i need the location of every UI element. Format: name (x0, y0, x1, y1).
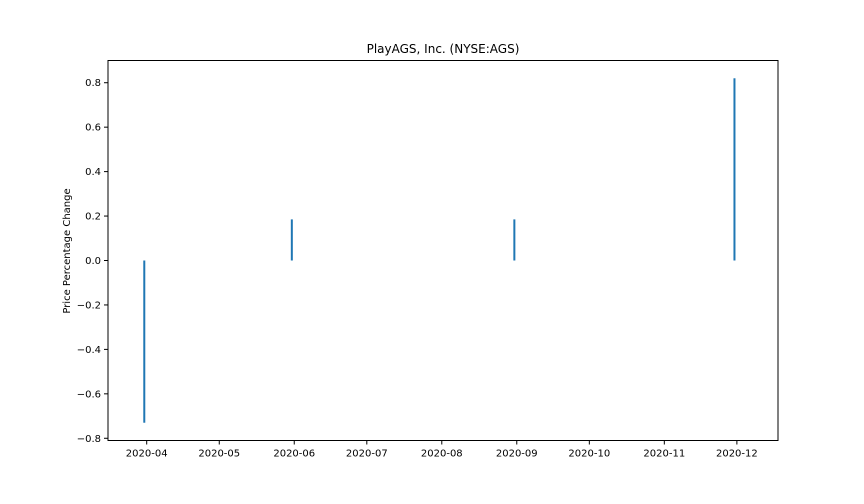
x-tick-label: 2020-10 (568, 449, 610, 460)
x-axis-ticks: 2020-04 2020-05 2020-06 2020-07 2020-08 2020-… (126, 440, 758, 460)
chart-title: PlayAGS, Inc. (NYSE:AGS) (367, 42, 520, 56)
y-tick-label: −0.2 (77, 300, 101, 311)
y-axis-label: Price Percentage Change (62, 188, 73, 313)
y-tick-label: 0.4 (85, 167, 101, 178)
bar-2020-11-30 (733, 78, 736, 261)
y-tick-label: 0.2 (85, 212, 101, 223)
x-tick-label: 2020-11 (643, 449, 685, 460)
x-tick-label: 2020-09 (496, 449, 538, 460)
y-axis-ticks: −0.8 −0.6 −0.4 −0.2 0.0 0.2 0.4 0.6 0.8 (77, 78, 108, 445)
y-tick-label: −0.8 (77, 434, 101, 445)
bar-2020-05-31 (290, 219, 293, 261)
x-tick-label: 2020-12 (716, 449, 758, 460)
bar-2020-08-31 (513, 219, 516, 261)
x-tick-label: 2020-05 (198, 449, 240, 460)
y-tick-label: −0.6 (77, 389, 101, 400)
y-tick-label: 0.6 (85, 123, 101, 134)
x-tick-label: 2020-04 (126, 449, 168, 460)
bar-series (143, 78, 736, 423)
y-tick-label: 0.8 (85, 78, 101, 89)
y-tick-label: 0.0 (85, 256, 101, 267)
x-tick-label: 2020-07 (346, 449, 388, 460)
y-tick-label: −0.4 (77, 345, 101, 356)
plot-area-frame (107, 60, 779, 441)
x-tick-label: 2020-06 (273, 449, 315, 460)
bar-2020-03-31 (143, 260, 146, 423)
x-tick-label: 2020-08 (421, 449, 463, 460)
